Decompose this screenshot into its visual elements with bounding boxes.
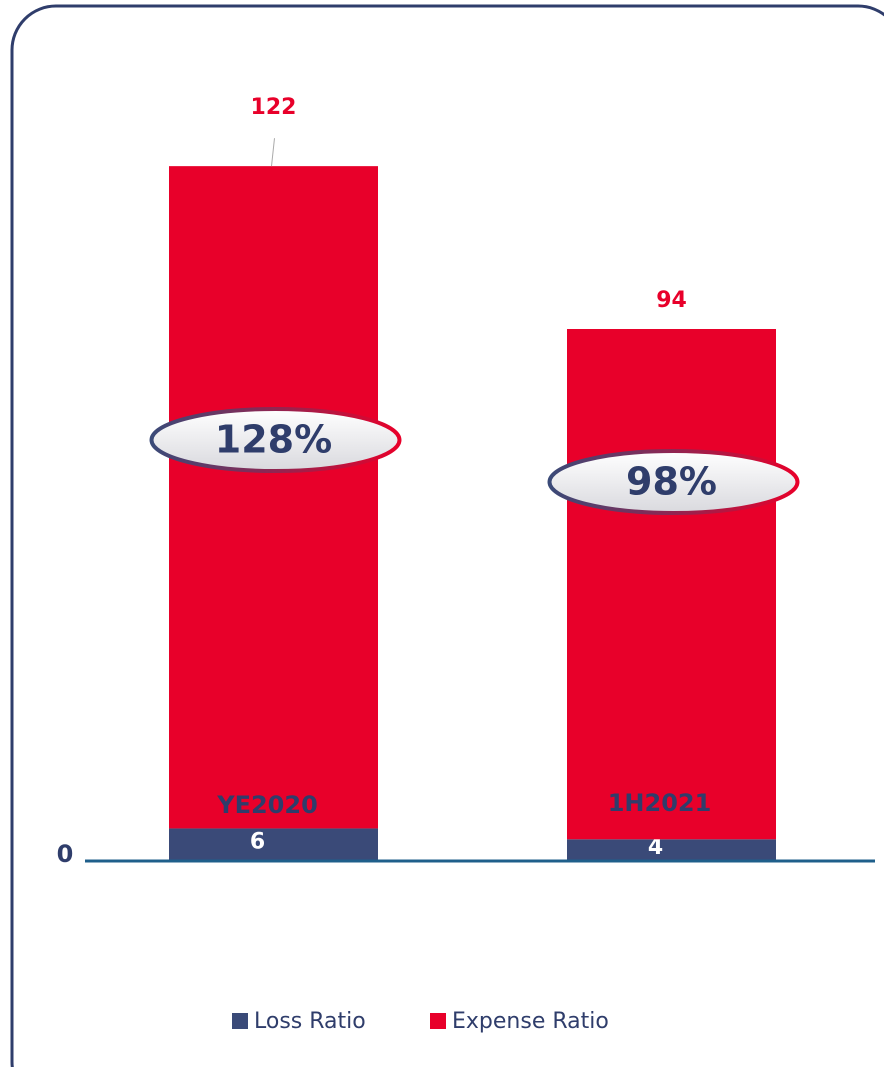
leader-line — [271, 138, 275, 167]
total-ellipse — [547, 449, 800, 515]
data-label: 122 — [251, 95, 297, 120]
x-tick-label: 1H2021 — [608, 789, 712, 817]
data-label: 94 — [656, 288, 687, 313]
legend-label: Expense Ratio — [452, 1009, 609, 1034]
legend-label: Loss Ratio — [254, 1009, 366, 1034]
bar-segment — [169, 828, 378, 861]
legend-swatch — [232, 1013, 248, 1029]
card-border — [10, 4, 884, 1071]
data-label: 6 — [250, 830, 265, 855]
total-label: 98% — [626, 460, 717, 504]
data-label: 4 — [648, 835, 663, 860]
legend-swatch — [430, 1013, 446, 1029]
bar-segment — [567, 839, 776, 861]
y-tick-label: 0 — [57, 840, 74, 868]
bar-segment — [567, 329, 776, 840]
total-ellipse — [149, 407, 402, 473]
x-tick-label: YE2020 — [216, 791, 318, 819]
bar-segment — [169, 166, 378, 829]
total-label: 128% — [215, 418, 332, 462]
